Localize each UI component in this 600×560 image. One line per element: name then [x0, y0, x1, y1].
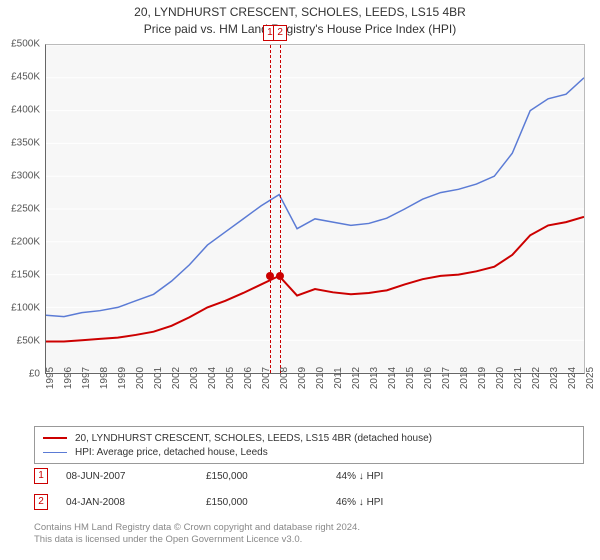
sale-marker-badge: 2 [273, 25, 287, 41]
x-axis-label: 2022 [531, 367, 542, 389]
x-axis-label: 2016 [423, 367, 434, 389]
sale-row: 1 08-JUN-2007 £150,000 44% ↓ HPI [34, 468, 584, 484]
title-block: 20, LYNDHURST CRESCENT, SCHOLES, LEEDS, … [0, 0, 600, 38]
legend-label: HPI: Average price, detached house, Leed… [75, 447, 268, 458]
x-axis-label: 2005 [225, 367, 236, 389]
footer-line: Contains HM Land Registry data © Crown c… [34, 522, 584, 534]
chart-container: 20, LYNDHURST CRESCENT, SCHOLES, LEEDS, … [0, 0, 600, 560]
sale-price: £150,000 [206, 497, 336, 508]
y-axis-label: £100K [11, 303, 40, 314]
legend: 20, LYNDHURST CRESCENT, SCHOLES, LEEDS, … [34, 426, 584, 464]
y-axis-label: £350K [11, 138, 40, 149]
x-axis-label: 1997 [81, 367, 92, 389]
sale-date: 08-JUN-2007 [66, 471, 206, 482]
sale-badge: 1 [34, 468, 48, 484]
x-axis-label: 1999 [117, 367, 128, 389]
x-axis-label: 1996 [63, 367, 74, 389]
x-axis-label: 2020 [495, 367, 506, 389]
x-axis-label: 2000 [135, 367, 146, 389]
chart-svg [46, 45, 584, 373]
legend-row: HPI: Average price, detached house, Leed… [43, 445, 575, 459]
x-axis-label: 2019 [477, 367, 488, 389]
sale-badge: 2 [34, 494, 48, 510]
x-axis-label: 2025 [585, 367, 596, 389]
sale-delta: 46% ↓ HPI [336, 497, 383, 508]
y-axis-label: £200K [11, 237, 40, 248]
x-axis-label: 2014 [387, 367, 398, 389]
x-axis-label: 2023 [549, 367, 560, 389]
plot-area: 12 [45, 44, 585, 374]
x-axis-label: 2002 [171, 367, 182, 389]
x-axis-label: 2004 [207, 367, 218, 389]
sale-row: 2 04-JAN-2008 £150,000 46% ↓ HPI [34, 494, 584, 510]
x-axis-label: 1998 [99, 367, 110, 389]
legend-label: 20, LYNDHURST CRESCENT, SCHOLES, LEEDS, … [75, 433, 432, 444]
x-axis-label: 2006 [243, 367, 254, 389]
sale-date: 04-JAN-2008 [66, 497, 206, 508]
footer: Contains HM Land Registry data © Crown c… [34, 522, 584, 547]
legend-swatch [43, 437, 67, 439]
sale-marker-dot [266, 272, 274, 280]
x-axis-label: 2024 [567, 367, 578, 389]
footer-line: This data is licensed under the Open Gov… [34, 534, 584, 546]
x-axis-label: 2008 [279, 367, 290, 389]
legend-row: 20, LYNDHURST CRESCENT, SCHOLES, LEEDS, … [43, 431, 575, 445]
y-axis-label: £0 [29, 369, 40, 380]
y-axis-label: £250K [11, 204, 40, 215]
x-axis-label: 2009 [297, 367, 308, 389]
title-subtitle: Price paid vs. HM Land Registry's House … [0, 21, 600, 38]
x-axis-label: 2017 [441, 367, 452, 389]
x-axis-label: 1995 [45, 367, 56, 389]
y-axis-label: £50K [17, 336, 40, 347]
legend-swatch [43, 452, 67, 453]
sale-delta: 44% ↓ HPI [336, 471, 383, 482]
x-axis-label: 2021 [513, 367, 524, 389]
x-axis-label: 2018 [459, 367, 470, 389]
x-axis-label: 2011 [333, 367, 344, 389]
y-axis-label: £150K [11, 270, 40, 281]
x-axis-label: 2015 [405, 367, 416, 389]
sale-marker-dot [276, 272, 284, 280]
y-axis-label: £500K [11, 39, 40, 50]
sale-price: £150,000 [206, 471, 336, 482]
x-axis-label: 2001 [153, 367, 164, 389]
y-axis-label: £450K [11, 72, 40, 83]
sale-marker-line [270, 45, 271, 373]
y-axis-label: £400K [11, 105, 40, 116]
title-address: 20, LYNDHURST CRESCENT, SCHOLES, LEEDS, … [0, 4, 600, 21]
x-axis-label: 2003 [189, 367, 200, 389]
y-axis-label: £300K [11, 171, 40, 182]
x-axis-label: 2013 [369, 367, 380, 389]
x-axis-label: 2012 [351, 367, 362, 389]
sale-marker-line [280, 45, 281, 373]
x-axis-label: 2010 [315, 367, 326, 389]
x-axis-label: 2007 [261, 367, 272, 389]
